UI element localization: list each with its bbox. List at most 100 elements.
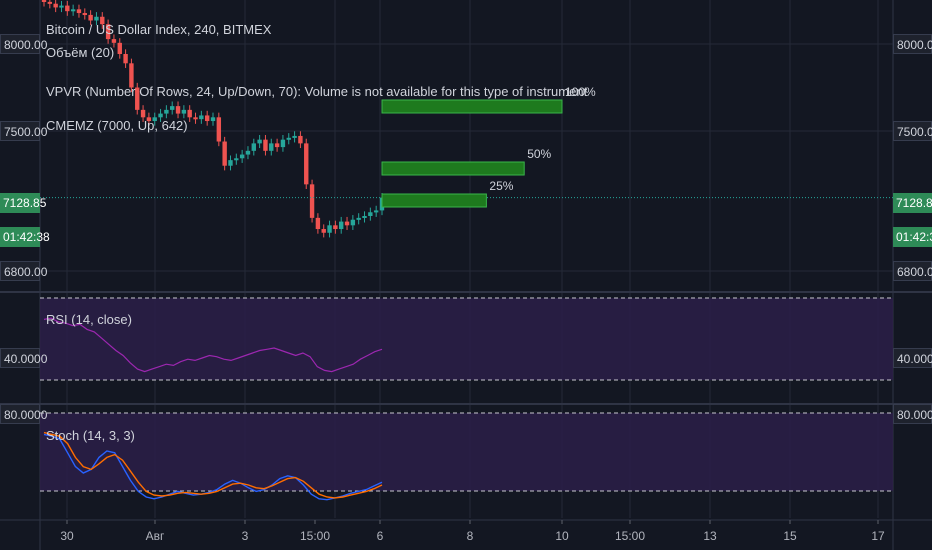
- candle-body: [146, 117, 152, 122]
- level-label: 25%: [489, 179, 513, 193]
- candle-body: [315, 217, 321, 230]
- candle-body: [170, 106, 175, 110]
- candle-body: [41, 0, 47, 2]
- last-price-tag-right: 7128.85: [893, 193, 932, 213]
- candle-body: [245, 150, 251, 155]
- level-bar: [381, 99, 563, 114]
- time-axis-label: 15: [783, 529, 797, 543]
- candle-body: [181, 109, 187, 114]
- candle-body: [199, 115, 204, 120]
- price-tick-left-6800: 6800.00: [0, 261, 47, 281]
- candle-body: [187, 109, 192, 118]
- candle-body: [321, 229, 326, 233]
- cmemz-indicator-label[interactable]: CMEMZ (7000, Up, 642): [46, 118, 188, 133]
- symbol-title[interactable]: Bitcoin / US Dollar Index, 240, BITMEX: [46, 22, 272, 37]
- candle-body: [135, 87, 140, 110]
- level-label: 50%: [527, 147, 551, 161]
- candle-body: [123, 54, 128, 64]
- volume-indicator-label[interactable]: Объём (20): [46, 45, 115, 60]
- time-axis-label: 6: [377, 529, 384, 543]
- candle-body: [239, 154, 245, 159]
- candle-body: [344, 221, 350, 226]
- candle-body: [304, 143, 309, 185]
- candle-body: [216, 117, 222, 142]
- candle-body: [65, 5, 70, 12]
- candle-body: [356, 217, 361, 220]
- candle-body: [175, 106, 181, 114]
- candle-body: [327, 225, 332, 233]
- time-axis-label: 15:00: [615, 529, 645, 543]
- rsi-line: [43, 317, 383, 373]
- candle-body: [257, 139, 262, 144]
- candle-body: [251, 143, 256, 151]
- last-price-tag-left: 7128.85: [0, 193, 46, 213]
- price-tick-right-8000: 8000.00: [893, 34, 932, 54]
- candle-body: [152, 117, 157, 122]
- time-axis-label: 17: [871, 529, 885, 543]
- candle-body: [373, 210, 379, 213]
- candle-body: [222, 141, 227, 166]
- time-axis-label: 3: [242, 529, 249, 543]
- candle-body: [368, 212, 373, 216]
- candle-body: [286, 137, 291, 140]
- candle-body: [362, 216, 367, 218]
- candle-body: [164, 109, 169, 114]
- candle-body: [228, 160, 233, 166]
- candle-body: [105, 24, 111, 40]
- time-axis-label: 30: [60, 529, 74, 543]
- candle-body: [269, 143, 274, 151]
- candle-body: [111, 39, 117, 43]
- candle-body: [280, 139, 286, 148]
- candle-body: [70, 9, 76, 12]
- candle-body: [333, 225, 338, 230]
- candle-body: [193, 117, 198, 120]
- vpvr-indicator-label[interactable]: VPVR (Number Of Rows, 24, Up/Down, 70): …: [46, 84, 588, 99]
- candle-body: [350, 219, 356, 226]
- stoch-tick-left: 80.0000: [0, 404, 47, 424]
- candle-body: [140, 109, 146, 118]
- candle-body: [309, 184, 315, 218]
- rsi-tick-left: 40.0000: [0, 348, 47, 368]
- candle-body: [47, 1, 53, 4]
- price-tick-right-7500: 7500.00: [893, 121, 932, 141]
- level-bar: [381, 193, 487, 208]
- candle-body: [53, 3, 58, 8]
- candle-body: [59, 5, 64, 8]
- candle-body: [88, 14, 93, 21]
- candle-body: [263, 139, 268, 151]
- candle-body: [204, 115, 210, 122]
- candle-body: [210, 117, 216, 122]
- candle-body: [100, 16, 105, 25]
- rsi-band: [40, 298, 893, 380]
- candle-body: [117, 42, 122, 54]
- candle-body: [76, 9, 82, 14]
- stoch-tick-right: 80.0000: [893, 404, 932, 424]
- candle-body: [298, 135, 303, 144]
- price-tick-left-7500: 7500.00: [0, 121, 47, 141]
- stoch-d-line: [43, 431, 383, 499]
- stoch-band: [40, 413, 893, 491]
- stoch-indicator-label[interactable]: Stoch (14, 3, 3): [46, 428, 135, 443]
- time-axis-label: 13: [703, 529, 717, 543]
- stoch-k-line: [43, 433, 383, 501]
- countdown-tag-right: 01:42:38: [893, 227, 932, 247]
- price-tick-left-8000: 8000.00: [0, 34, 47, 54]
- candle-body: [129, 63, 134, 88]
- rsi-tick-right: 40.0000: [893, 348, 932, 368]
- countdown-tag-left: 01:42:38: [0, 227, 50, 247]
- level-bar: [381, 161, 525, 176]
- candle-body: [234, 158, 239, 161]
- candle-body: [292, 135, 297, 138]
- candle-body: [158, 113, 163, 118]
- level-label: 100%: [565, 85, 596, 99]
- candle-body: [339, 221, 344, 230]
- candle-body: [94, 16, 99, 21]
- rsi-indicator-label[interactable]: RSI (14, close): [46, 312, 132, 327]
- time-axis-label: 8: [467, 529, 474, 543]
- time-axis-label: 15:00: [300, 529, 330, 543]
- price-tick-right-6800: 6800.00: [893, 261, 932, 281]
- time-axis-label: Авг: [146, 529, 165, 543]
- candle-body: [82, 13, 87, 16]
